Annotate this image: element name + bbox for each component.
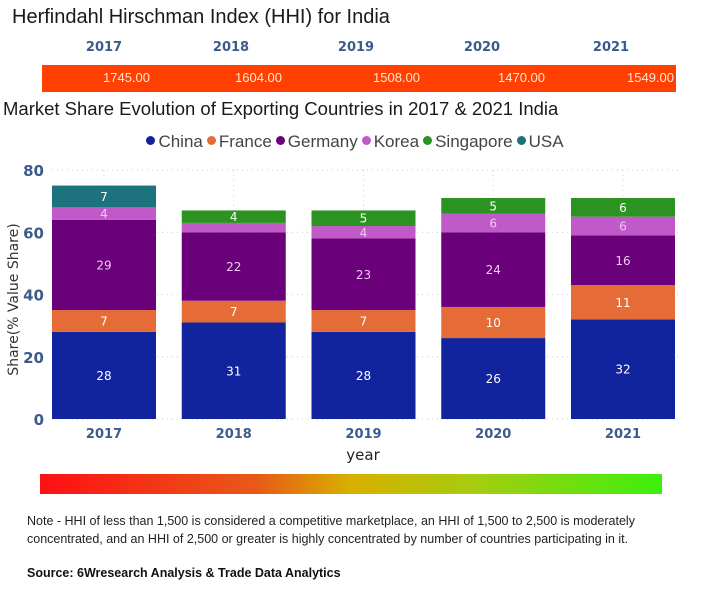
- bar-segment-germany[interactable]: [571, 235, 675, 286]
- data-label: 4: [360, 226, 368, 240]
- data-label: 5: [360, 212, 368, 226]
- data-label: 23: [356, 268, 371, 282]
- data-label: 22: [226, 260, 241, 274]
- bar-segment-china[interactable]: [52, 331, 156, 419]
- legend-item-germany[interactable]: Germany: [275, 132, 358, 152]
- legend-item-france[interactable]: France: [206, 132, 272, 152]
- bar-segment-china[interactable]: [441, 338, 546, 419]
- data-label: 28: [96, 369, 111, 383]
- data-label: 28: [356, 369, 371, 383]
- bar-segment-china[interactable]: [181, 322, 286, 419]
- x-tick-label: 2018: [216, 427, 252, 442]
- bar-segment-germany[interactable]: [52, 219, 156, 311]
- hhi-year-label: 2021: [592, 40, 630, 55]
- y-tick-label: 60: [23, 224, 44, 242]
- y-tick-label: 20: [23, 349, 44, 367]
- bar-segment-france[interactable]: [52, 310, 156, 332]
- bar-segment-korea[interactable]: [571, 216, 675, 236]
- data-label: 11: [615, 296, 630, 310]
- data-label: 29: [96, 258, 111, 272]
- legend-dot-icon: [275, 136, 285, 146]
- legend-label: China: [158, 132, 203, 151]
- legend-item-china[interactable]: China: [146, 132, 203, 152]
- y-tick-label: 80: [23, 162, 44, 180]
- legend-dot-icon: [361, 136, 371, 146]
- data-label: 4: [100, 207, 108, 221]
- hhi-value: 1745.00: [103, 70, 150, 85]
- data-label: 26: [486, 372, 501, 386]
- legend-label: Singapore: [435, 132, 513, 151]
- hhi-value: 1508.00: [373, 70, 420, 85]
- legend-dot-icon: [423, 136, 433, 146]
- bar-segment-korea[interactable]: [181, 222, 286, 233]
- legend-label: France: [218, 132, 272, 151]
- bar-segment-singapore[interactable]: [571, 198, 675, 217]
- hhi-value: 1604.00: [235, 70, 282, 85]
- footer-source: Source: 6Wresearch Analysis & Trade Data…: [27, 566, 341, 580]
- data-label: 4: [230, 210, 238, 224]
- data-label: 7: [360, 314, 368, 328]
- data-label: 10: [486, 316, 501, 330]
- bar-segment-korea[interactable]: [441, 213, 546, 233]
- data-label: 24: [486, 263, 501, 277]
- bar-segment-singapore[interactable]: [311, 210, 416, 227]
- bar-segment-france[interactable]: [181, 300, 286, 323]
- bar-segment-france[interactable]: [571, 285, 675, 320]
- data-label: 32: [615, 363, 630, 377]
- legend-item-usa[interactable]: USA: [516, 132, 564, 152]
- hhi-year-label: 2017: [85, 40, 123, 55]
- hhi-value: 1470.00: [498, 70, 545, 85]
- bar-segment-korea[interactable]: [52, 207, 156, 220]
- data-label: 5: [489, 199, 497, 213]
- stacked-bar-chart: 0 20 40 60 80 Share(% Value Share) 28 7 29 4 7 2017…: [6, 162, 680, 464]
- bar-segment-korea[interactable]: [311, 226, 416, 239]
- bar-segment-usa[interactable]: [52, 185, 156, 208]
- bar-segment-singapore[interactable]: [181, 210, 286, 223]
- footer-note: Note - HHI of less than 1,500 is conside…: [27, 514, 635, 546]
- data-label: 7: [230, 305, 238, 319]
- hhi-year-label: 2020: [463, 40, 501, 55]
- data-label: 6: [619, 220, 627, 234]
- bar-segment-germany[interactable]: [311, 238, 416, 311]
- hhi-title: Herfindahl Hirschman Index (HHI) for Ind…: [12, 6, 390, 28]
- data-label: 31: [226, 364, 241, 378]
- legend-dot-icon: [206, 136, 216, 146]
- data-label: 6: [619, 201, 627, 215]
- y-tick-label: 0: [34, 411, 44, 429]
- bar-segment-germany[interactable]: [441, 232, 546, 307]
- data-label: 6: [489, 216, 497, 230]
- data-label: 7: [100, 190, 108, 204]
- x-axis-label: year: [346, 446, 380, 464]
- hhi-value-bar: 1745.00 1604.00 1508.00 1470.00 1549.00: [42, 65, 676, 92]
- x-tick-label: 2020: [475, 427, 511, 442]
- chart-title: Market Share Evolution of Exporting Coun…: [3, 98, 559, 119]
- hhi-year-row: 2017 2018 2019 2020 2021: [42, 40, 676, 58]
- bar-segment-china[interactable]: [571, 319, 675, 419]
- bar-segment-china[interactable]: [311, 331, 416, 419]
- legend-item-singapore[interactable]: Singapore: [423, 132, 513, 152]
- x-tick-label: 2019: [345, 427, 381, 442]
- legend-item-korea[interactable]: Korea: [361, 132, 420, 152]
- x-tick-label: 2017: [86, 427, 122, 442]
- legend-dot-icon: [516, 136, 526, 146]
- legend-label: USA: [528, 132, 564, 151]
- bar-segment-germany[interactable]: [181, 232, 286, 301]
- bar-segment-france[interactable]: [311, 310, 416, 332]
- hhi-year-label: 2019: [337, 40, 375, 55]
- bar-segment-france[interactable]: [441, 306, 546, 339]
- hhi-value: 1549.00: [627, 70, 674, 85]
- x-tick-label: 2021: [605, 427, 641, 442]
- data-label: 7: [100, 314, 108, 328]
- chart-legend: China France Germany Korea Singapore USA: [0, 132, 710, 152]
- bar-segment-singapore[interactable]: [441, 198, 546, 214]
- legend-label: Korea: [373, 132, 420, 151]
- legend-label: Germany: [287, 132, 358, 151]
- legend-dot-icon: [146, 136, 156, 146]
- y-tick-label: 40: [23, 287, 44, 305]
- hhi-gradient-scale: [40, 474, 662, 494]
- data-label: 16: [615, 254, 630, 268]
- y-axis-label: Share(% Value Share): [6, 223, 22, 375]
- hhi-year-label: 2018: [212, 40, 250, 55]
